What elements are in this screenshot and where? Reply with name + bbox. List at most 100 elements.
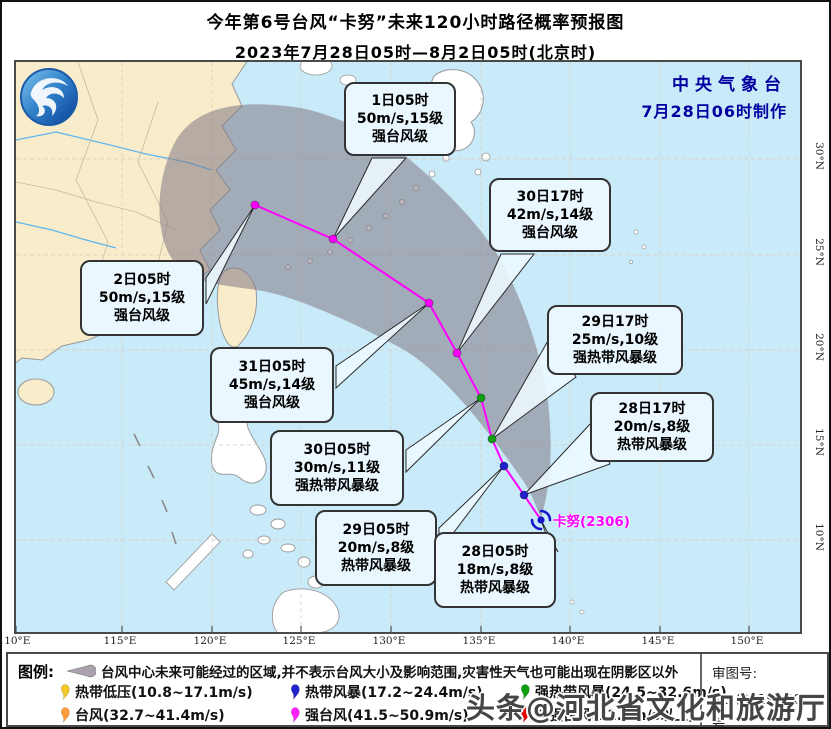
forecast-callout: 1日05时 50m/s,15级 强台风级 (344, 82, 456, 156)
province-border (75, 62, 109, 293)
typhoon-category-icon (291, 707, 300, 723)
callout-wind: 42m/s,14级 (506, 206, 594, 223)
callout-level: 热带风暴级 (460, 580, 530, 597)
legend-item: 强热带风暴(24.5~32.6m/s) (520, 682, 770, 702)
longitude-label: 115°E (103, 635, 137, 647)
forecast-callout: 31日05时 45m/s,14级 强台风级 (210, 347, 334, 423)
callout-level: 强热带风暴级 (573, 350, 657, 367)
forecast-callout: 29日17时 25m/s,10级 强热带风暴级 (547, 305, 683, 375)
track-point (519, 490, 529, 500)
latitude-label: 10°N (813, 523, 825, 551)
forecast-callout: 28日05时 18m/s,8级 热带风暴级 (434, 532, 556, 608)
typhoon-category-icon (521, 684, 530, 700)
forecast-callout: 29日05时 20m/s,8级 热带风暴级 (315, 510, 437, 586)
callout-time: 30日17时 (516, 188, 584, 205)
callout-pointer (335, 302, 430, 390)
legend-item-label: 热带低压(10.8~17.1m/s) (75, 685, 253, 701)
callout-wind: 50m/s,15级 (98, 289, 186, 306)
title-block: 今年第6号台风“卡努”未来120小时路径概率预报图 2023年7月28日05时—… (2, 8, 829, 63)
callout-pointer (205, 204, 256, 305)
current-typhoon-icon (530, 509, 552, 531)
forecast-callout: 30日05时 30m/s,11级 强热带风暴级 (270, 430, 404, 506)
longitude-label: 120°E (193, 635, 227, 647)
map-approval-number: 审图号: GS (2019) 3082号 (712, 662, 827, 729)
track-point (250, 200, 260, 210)
river-pearl (16, 221, 117, 249)
latitude-label: 15°N (813, 428, 825, 456)
forecast-callout: 2日05时 50m/s,15级 强台风级 (80, 260, 204, 336)
callout-pointer (405, 397, 482, 474)
callout-time: 29日05时 (342, 521, 410, 538)
legend-item: 强台风(41.5~50.9m/s) (290, 705, 520, 725)
legend-items: 热带低压(10.8~17.1m/s) 热带风暴(17.2~24.4m/s) 强热带风… (60, 682, 770, 725)
agency-name: 中央气象台 (672, 75, 787, 95)
typhoon-category-icon (291, 684, 300, 700)
page-title: 今年第6号台风“卡努”未来120小时路径概率预报图 (206, 13, 625, 33)
forecast-callout: 28日17时 20m/s,8级 热带风暴级 (590, 392, 714, 462)
agency-stamp: 中央气象台 7月28日06时制作 (641, 70, 787, 122)
longitude-label: 140°E (551, 635, 585, 647)
callout-time: 1日05时 (371, 92, 429, 109)
typhoon-category-icon (61, 684, 70, 700)
longitude-label: 110°E (0, 635, 31, 647)
typhoon-category-icon (61, 707, 70, 723)
forecast-callout: 30日17时 42m/s,14级 强台风级 (489, 178, 611, 252)
track-point (487, 434, 497, 444)
callout-level: 强台风级 (114, 308, 170, 325)
callout-pointer (456, 253, 536, 354)
philippine-islands (165, 504, 340, 632)
approval-label: 审图号: (712, 666, 758, 682)
legend-item: 超强台风(51.0m/s以上) (520, 705, 770, 725)
typhoon-category-icon (521, 707, 530, 723)
legend-divider (700, 654, 702, 725)
province-border (16, 181, 177, 231)
track-point (476, 393, 486, 403)
callout-level: 强热带风暴级 (295, 478, 379, 495)
callout-level: 强台风级 (244, 395, 300, 412)
legend-caption: 图例: (18, 663, 54, 681)
callout-level: 强台风级 (372, 129, 428, 146)
watermark: 头条@河北省文化和旅游厅 (465, 691, 826, 725)
legend-item: 热带低压(10.8~17.1m/s) (60, 682, 290, 702)
callout-wind: 50m/s,15级 (356, 110, 444, 127)
callout-time: 28日17时 (618, 400, 686, 417)
track-point (328, 234, 338, 244)
japan-islet (481, 152, 491, 162)
legend-item-label: 台风(32.7~41.4m/s) (75, 708, 225, 724)
current-typhoon-center (537, 516, 545, 524)
dash-line-boundary (133, 433, 177, 545)
typhoon-track (250, 200, 552, 531)
approval-number: GS (2019) 3082号 (712, 691, 819, 729)
longitude-label: 130°E (372, 635, 406, 647)
longitude-label: 150°E (730, 635, 764, 647)
callout-time: 30日05时 (303, 441, 371, 458)
hainan-island (17, 378, 55, 406)
latitude-label: 30°N (813, 142, 825, 170)
track-point (452, 348, 462, 358)
callout-wind: 45m/s,14级 (228, 376, 316, 393)
legend-cone-note: 台风中心未来可能经过的区域,并不表示台风大小及影响范围,灾害性天气也可能出现在阴… (101, 665, 679, 681)
longitude-label: 125°E (282, 635, 316, 647)
small-islets (569, 229, 647, 615)
legend-item-label: 强热带风暴(24.5~32.6m/s) (535, 685, 727, 701)
callout-wind: 20m/s,8级 (337, 539, 415, 556)
callout-level: 热带风暴级 (341, 558, 411, 575)
callout-level: 强台风级 (522, 225, 578, 242)
japan-islet (474, 168, 482, 176)
legend-item: 台风(32.7~41.4m/s) (60, 705, 290, 725)
cma-logo-icon (20, 68, 78, 126)
legend: 图例: 台风中心未来可能经过的区域,并不表示台风大小及影响范围,灾害性天气也可能… (6, 652, 829, 727)
longitude-label: 145°E (641, 635, 675, 647)
agency-produced-time: 7月28日06时制作 (641, 102, 787, 121)
storm-name-label: 卡努(2306) (553, 514, 630, 530)
track-point (424, 298, 434, 308)
callout-wind: 18m/s,8级 (456, 561, 534, 578)
track-point (499, 461, 509, 471)
legend-item: 热带风暴(17.2~24.4m/s) (290, 682, 520, 702)
province-border (137, 101, 169, 273)
page-subtitle: 2023年7月28日05时—8月2日05时(北京时) (234, 43, 597, 62)
callout-pointer (332, 157, 408, 240)
cone-icon (66, 664, 96, 678)
callout-time: 28日05时 (461, 543, 529, 560)
